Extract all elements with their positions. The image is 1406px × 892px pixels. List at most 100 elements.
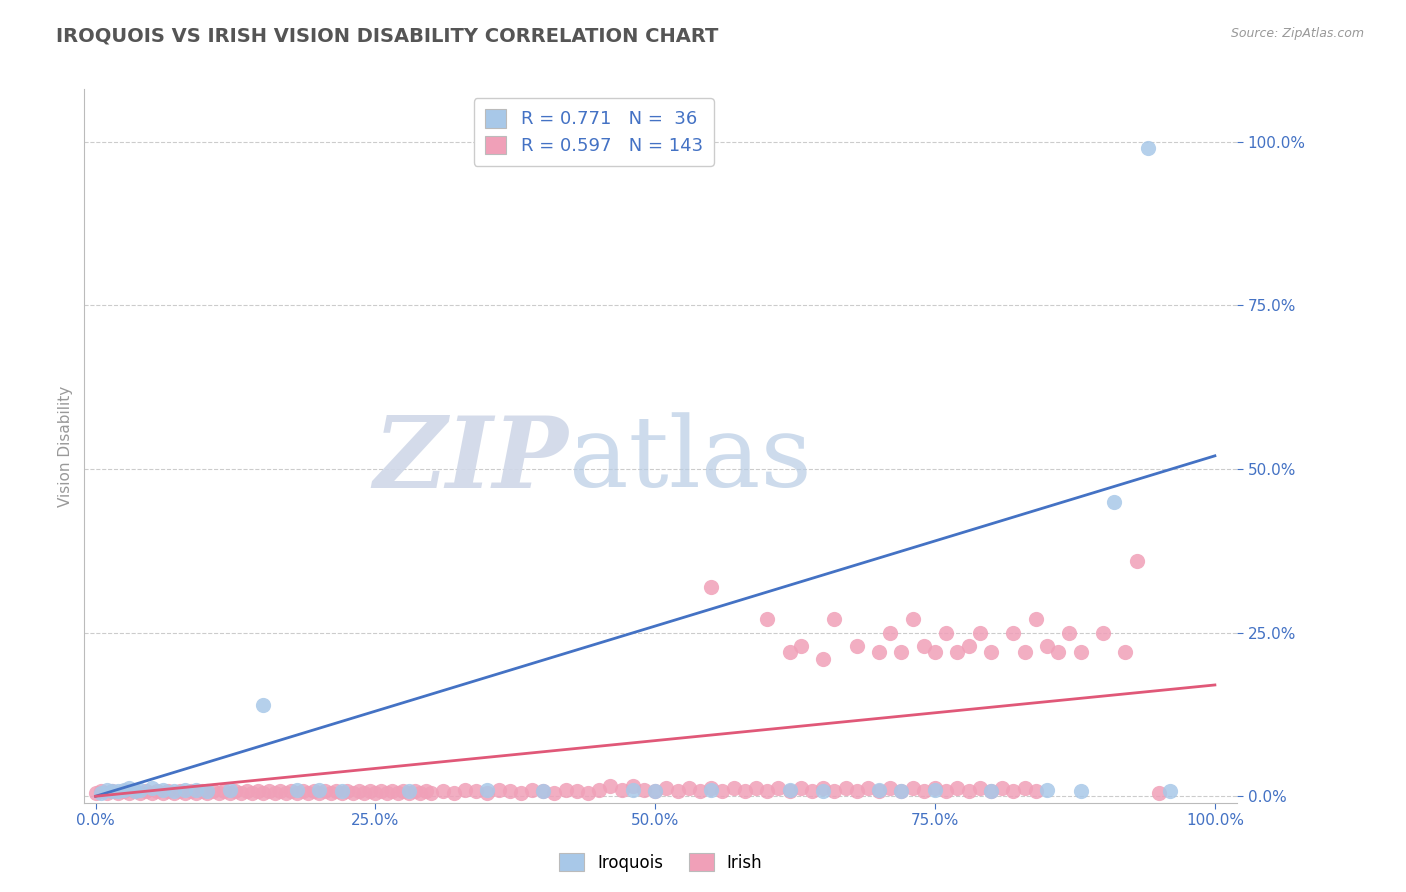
Point	[235, 784, 257, 798]
Point	[779, 782, 801, 797]
Point	[845, 639, 868, 653]
Point	[531, 784, 554, 798]
Point	[599, 780, 621, 794]
Point	[285, 786, 308, 800]
Point	[1102, 494, 1125, 508]
Point	[263, 786, 285, 800]
Point	[112, 782, 135, 797]
Point	[890, 784, 912, 798]
Point	[711, 784, 734, 798]
Point	[924, 645, 946, 659]
Point	[1036, 639, 1059, 653]
Point	[398, 786, 420, 800]
Point	[565, 784, 588, 798]
Point	[314, 784, 336, 798]
Point	[336, 784, 359, 798]
Point	[163, 786, 186, 800]
Point	[359, 784, 381, 798]
Point	[890, 784, 912, 798]
Point	[811, 781, 834, 796]
Point	[1070, 645, 1092, 659]
Point	[443, 786, 465, 800]
Point	[868, 782, 890, 797]
Point	[868, 784, 890, 798]
Y-axis label: Vision Disability: Vision Disability	[58, 385, 73, 507]
Point	[509, 786, 531, 800]
Point	[924, 781, 946, 796]
Point	[1147, 786, 1170, 800]
Point	[392, 784, 415, 798]
Point	[477, 782, 499, 797]
Point	[1047, 645, 1070, 659]
Point	[790, 781, 813, 796]
Point	[1036, 782, 1059, 797]
Point	[454, 782, 477, 797]
Point	[157, 784, 180, 798]
Point	[621, 780, 644, 794]
Point	[823, 784, 845, 798]
Point	[465, 784, 488, 798]
Point	[415, 784, 437, 798]
Point	[901, 781, 924, 796]
Point	[174, 786, 197, 800]
Point	[101, 784, 124, 798]
Point	[152, 782, 174, 797]
Point	[666, 784, 689, 798]
Point	[186, 782, 208, 797]
Point	[1059, 625, 1081, 640]
Point	[969, 781, 991, 796]
Point	[257, 784, 280, 798]
Point	[700, 580, 723, 594]
Text: atlas: atlas	[568, 412, 811, 508]
Point	[935, 784, 957, 798]
Point	[488, 782, 510, 797]
Point	[124, 784, 146, 798]
Point	[112, 784, 135, 798]
Point	[118, 781, 141, 796]
Text: ZIP: ZIP	[374, 412, 568, 508]
Point	[152, 786, 174, 800]
Text: IROQUOIS VS IRISH VISION DISABILITY CORRELATION CHART: IROQUOIS VS IRISH VISION DISABILITY CORR…	[56, 27, 718, 45]
Point	[991, 781, 1014, 796]
Point	[398, 784, 420, 798]
Point	[90, 786, 112, 800]
Point	[800, 784, 823, 798]
Point	[554, 782, 576, 797]
Point	[957, 639, 980, 653]
Point	[285, 782, 308, 797]
Point	[274, 786, 297, 800]
Point	[1002, 625, 1025, 640]
Point	[308, 786, 330, 800]
Point	[957, 784, 980, 798]
Point	[174, 782, 197, 797]
Point	[141, 786, 163, 800]
Point	[1159, 784, 1181, 798]
Point	[734, 784, 756, 798]
Point	[96, 786, 118, 800]
Point	[1114, 645, 1136, 659]
Point	[124, 784, 146, 798]
Point	[1070, 784, 1092, 798]
Point	[1025, 784, 1047, 798]
Point	[432, 784, 454, 798]
Point	[404, 784, 426, 798]
Point	[520, 782, 543, 797]
Point	[477, 786, 499, 800]
Point	[96, 782, 118, 797]
Point	[576, 786, 599, 800]
Point	[319, 786, 342, 800]
Point	[745, 781, 768, 796]
Point	[169, 784, 191, 798]
Point	[689, 784, 711, 798]
Point	[1091, 625, 1114, 640]
Point	[186, 786, 208, 800]
Point	[308, 782, 330, 797]
Point	[935, 625, 957, 640]
Point	[1136, 141, 1159, 155]
Point	[779, 645, 801, 659]
Point	[912, 639, 935, 653]
Point	[325, 784, 347, 798]
Point	[811, 784, 834, 798]
Point	[409, 786, 432, 800]
Point	[768, 781, 790, 796]
